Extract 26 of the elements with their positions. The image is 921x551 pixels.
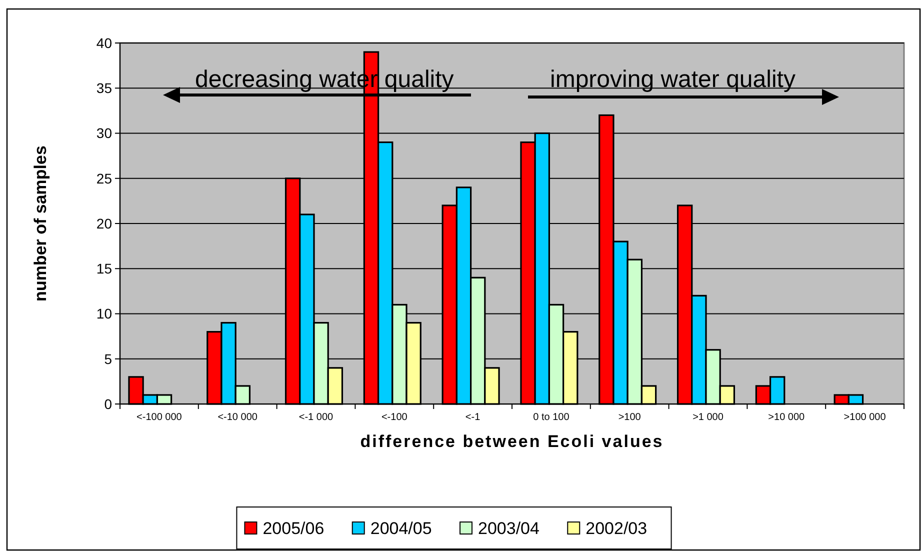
- legend-label: 2004/05: [370, 518, 432, 538]
- y-tick-label: 30: [96, 125, 112, 142]
- y-tick-label: 40: [96, 34, 112, 51]
- x-tick-label: >100 000: [844, 412, 886, 423]
- x-tick-label: <-100 000: [136, 412, 182, 423]
- y-tick-label: 35: [96, 80, 112, 96]
- legend-label: 2003/04: [478, 518, 540, 538]
- x-tick-label: <-1 000: [298, 412, 334, 423]
- y-tick-label: 25: [96, 170, 112, 186]
- legend-label: 2002/03: [586, 518, 648, 538]
- y-axis-title: number of samples: [31, 146, 50, 302]
- legend-label: 2005/06: [262, 518, 324, 538]
- x-tick-label: <-10 000: [218, 412, 258, 423]
- y-tick-label: 0: [104, 396, 112, 412]
- y-tick-label: 15: [96, 260, 112, 277]
- x-tick-label: <-1: [465, 412, 481, 423]
- y-tick-label: 10: [96, 306, 112, 322]
- x-axis-title: difference between Ecoli values: [360, 432, 664, 451]
- y-tick-label: 20: [96, 215, 112, 232]
- x-tick-label: 0 to 100: [533, 412, 570, 423]
- x-tick-label: >1 000: [692, 412, 724, 423]
- annotation: improving water quality: [550, 66, 796, 93]
- x-tick-label: <-100: [381, 412, 408, 423]
- y-tick-label: 5: [104, 350, 112, 367]
- x-tick-label: >10 000: [768, 412, 806, 423]
- x-tick-label: >100: [618, 412, 642, 423]
